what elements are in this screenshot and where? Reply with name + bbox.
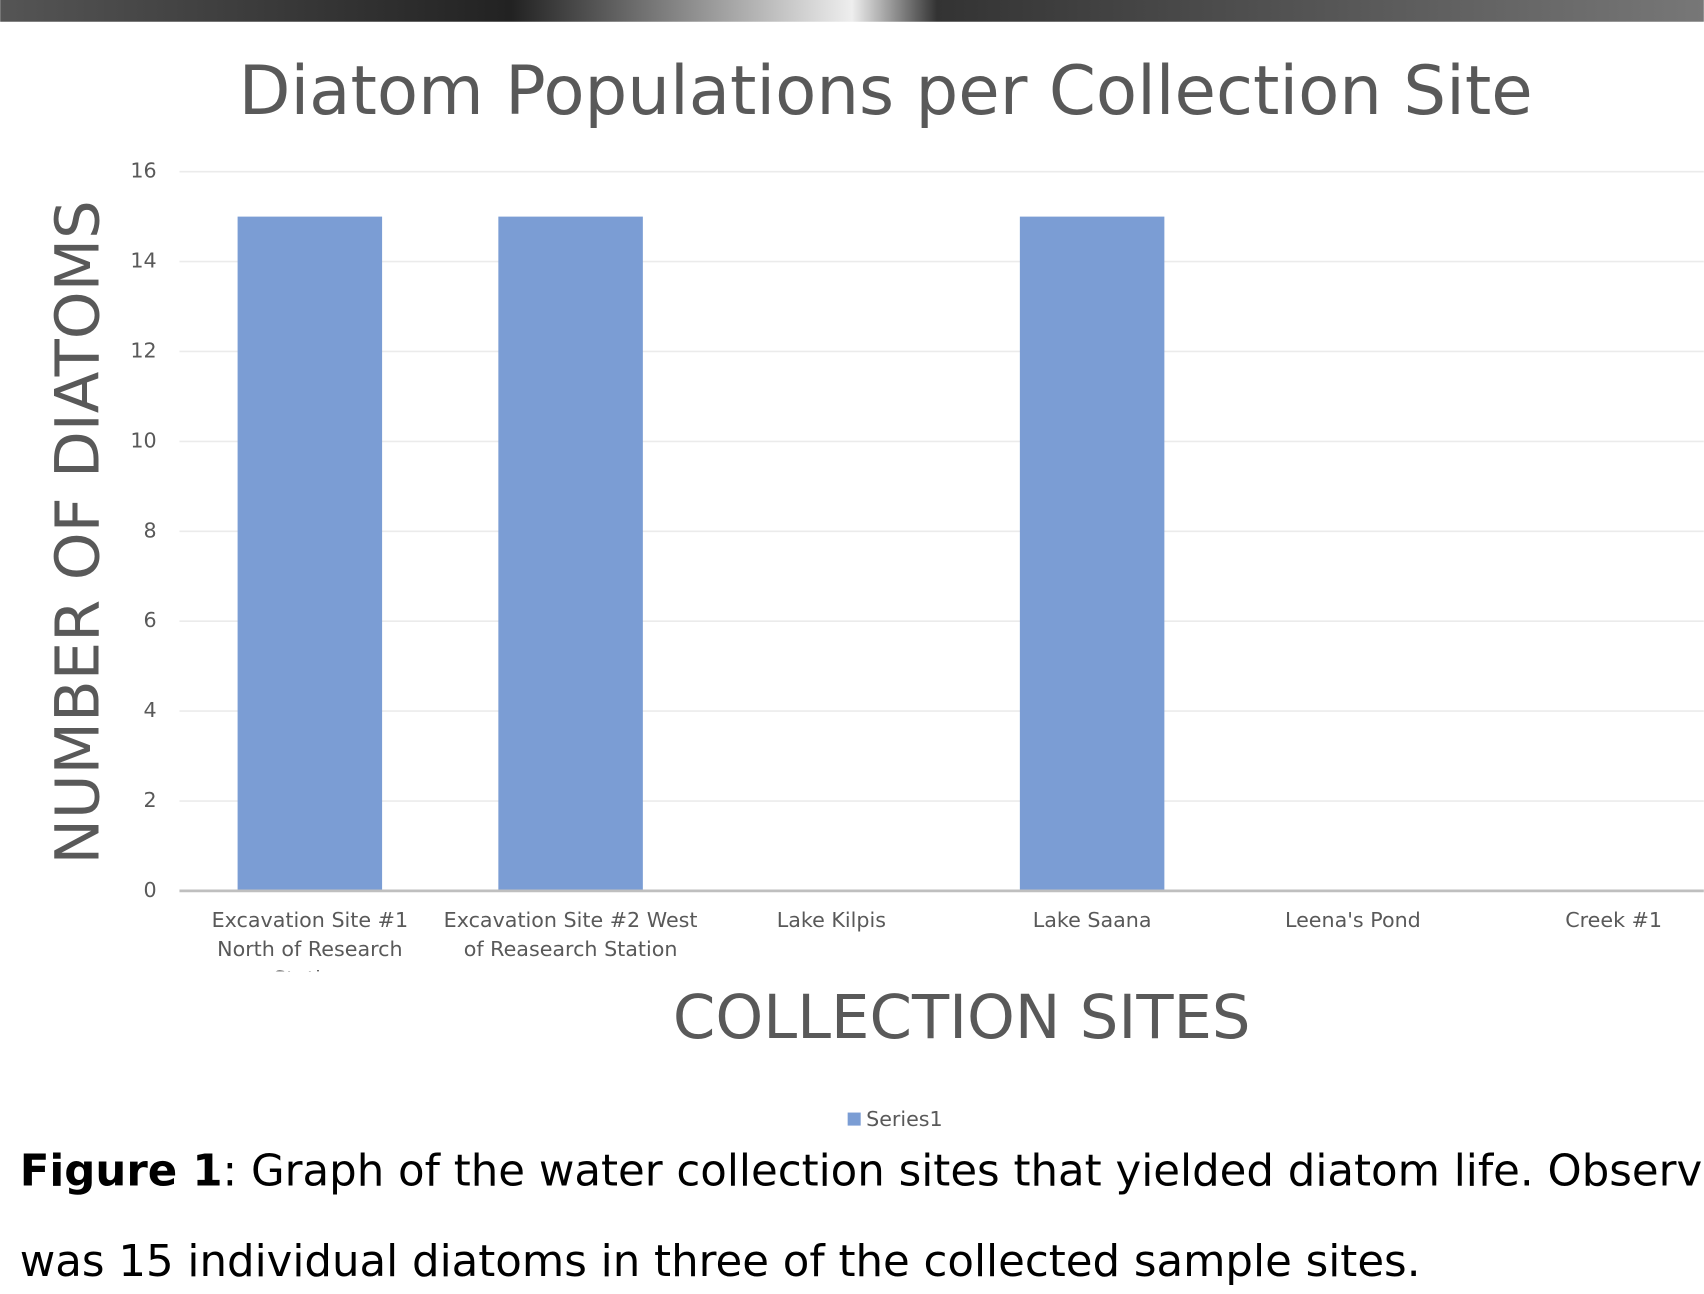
chart-title: Diatom Populations per Collection Site	[239, 51, 1533, 130]
x-tick-label-box: Lake Kilpis	[701, 906, 962, 971]
caption-text: : Graph of the water collection sites th…	[223, 1146, 1704, 1196]
y-tick-label: 8	[144, 518, 157, 542]
x-tick-label: Excavation Site #2 West of Reasearch Sta…	[440, 906, 701, 965]
caption-label: Figure 1	[20, 1146, 223, 1196]
page: {"chart_data": {"type": "bar", "title": …	[0, 0, 1704, 1294]
photo-strip	[0, 0, 1704, 22]
y-tick-label: 10	[130, 428, 156, 452]
y-tick-label: 12	[130, 338, 156, 362]
x-axis-title: COLLECTION SITES	[673, 983, 1251, 1053]
x-tick-label-box: Leena's Pond	[1222, 906, 1483, 971]
x-tick-label-box: Excavation Site #1 North of Research Sta…	[179, 906, 440, 971]
legend-swatch	[848, 1113, 861, 1126]
bar	[238, 217, 383, 891]
y-axis-title: NUMBER OF DIATOMS	[43, 200, 113, 864]
y-tick-label: 2	[144, 788, 157, 812]
bar	[498, 217, 643, 891]
x-tick-label: Excavation Site #1 North of Research Sta…	[179, 906, 440, 971]
bar	[1020, 217, 1165, 891]
y-tick-label: 14	[130, 249, 156, 273]
x-tick-label-box: Lake Saana	[962, 906, 1223, 971]
legend-label: Series1	[866, 1107, 943, 1131]
y-tick-label: 4	[144, 698, 157, 722]
caption: Figure 1: Graph of the water collection …	[20, 1146, 1704, 1196]
x-tick-label: Leena's Pond	[1222, 906, 1483, 935]
chart: Diatom Populations per Collection Site C…	[0, 0, 1704, 1294]
x-tick-label-box: Creek #1	[1483, 906, 1704, 971]
x-tick-label: Creek #1	[1483, 906, 1704, 935]
caption-text: was 15 individual diatoms in three of th…	[20, 1237, 1421, 1287]
x-tick-label: Lake Saana	[962, 906, 1223, 935]
y-tick-label: 6	[144, 608, 157, 632]
x-tick-label: Lake Kilpis	[701, 906, 962, 935]
y-tick-label: 0	[144, 878, 157, 902]
y-tick-label: 16	[130, 159, 156, 183]
x-tick-label-box: Excavation Site #2 West of Reasearch Sta…	[440, 906, 701, 971]
